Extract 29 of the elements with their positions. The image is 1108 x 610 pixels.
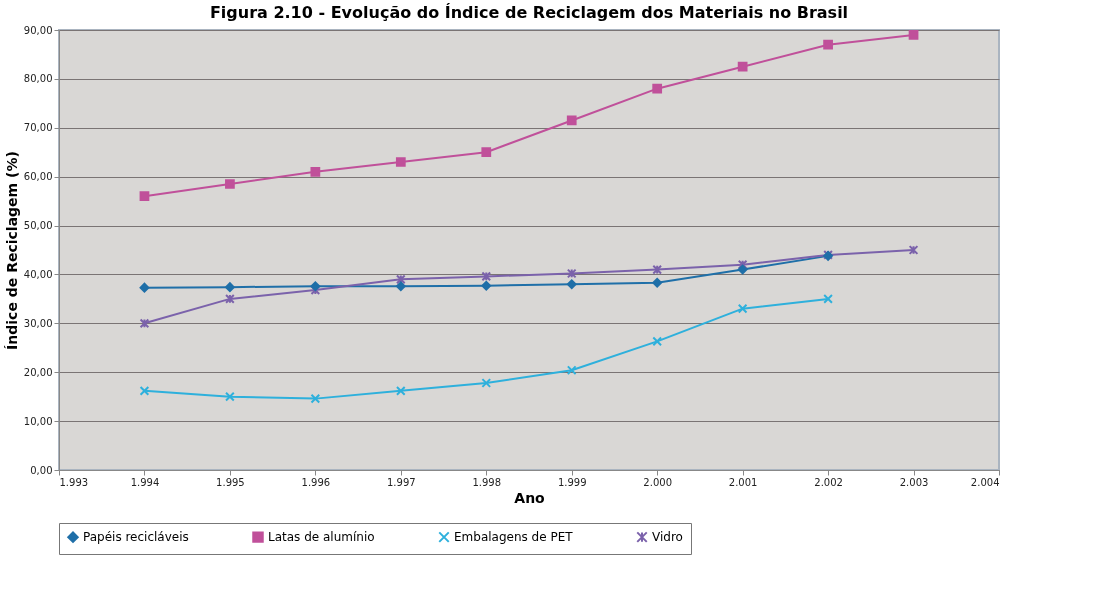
x-tick-label: 1.997 (387, 476, 416, 488)
x-tick-label: 1.994 (130, 476, 160, 488)
x-axis-title: Ano (514, 489, 546, 506)
y-tick-label: 20,00 (23, 366, 53, 378)
x-tick-label: 2.003 (899, 476, 929, 488)
legend-label: Embalagens de PET (454, 530, 574, 545)
y-tick-label: 10,00 (23, 415, 53, 427)
legend-label: Papéis recicláveis (83, 530, 189, 545)
legend-label: Latas de alumínio (268, 530, 375, 545)
y-tick-label: 60,00 (23, 171, 53, 183)
y-tick-label: 0,00 (30, 464, 53, 476)
x-tick-label: 1.995 (216, 476, 245, 488)
x-tick-label: 1.998 (472, 476, 502, 488)
chart-title: Figura 2.10 - Evolução do Índice de Reciclagem dos Materiais no Brasil (209, 3, 849, 22)
x-tick-label: 1.999 (557, 476, 587, 488)
x-tick-label: 1.993 (59, 476, 89, 488)
y-tick-label: 90,00 (23, 24, 53, 36)
y-tick-label: 30,00 (23, 317, 53, 329)
x-tick-label: 2.002 (814, 476, 843, 488)
legend-label: Vidro (652, 530, 683, 545)
x-tick-label: 2.001 (728, 476, 758, 488)
x-tick-label: 2.000 (643, 476, 672, 488)
y-tick-label: 50,00 (23, 220, 53, 232)
x-tick-label: 2.004 (970, 476, 1000, 488)
y-axis-title: Índice de Reciclagem (%) (3, 151, 20, 350)
y-tick-label: 80,00 (23, 73, 53, 85)
y-tick-label: 40,00 (23, 268, 53, 280)
y-tick-label: 70,00 (23, 122, 53, 134)
x-tick-label: 1.996 (301, 476, 331, 488)
